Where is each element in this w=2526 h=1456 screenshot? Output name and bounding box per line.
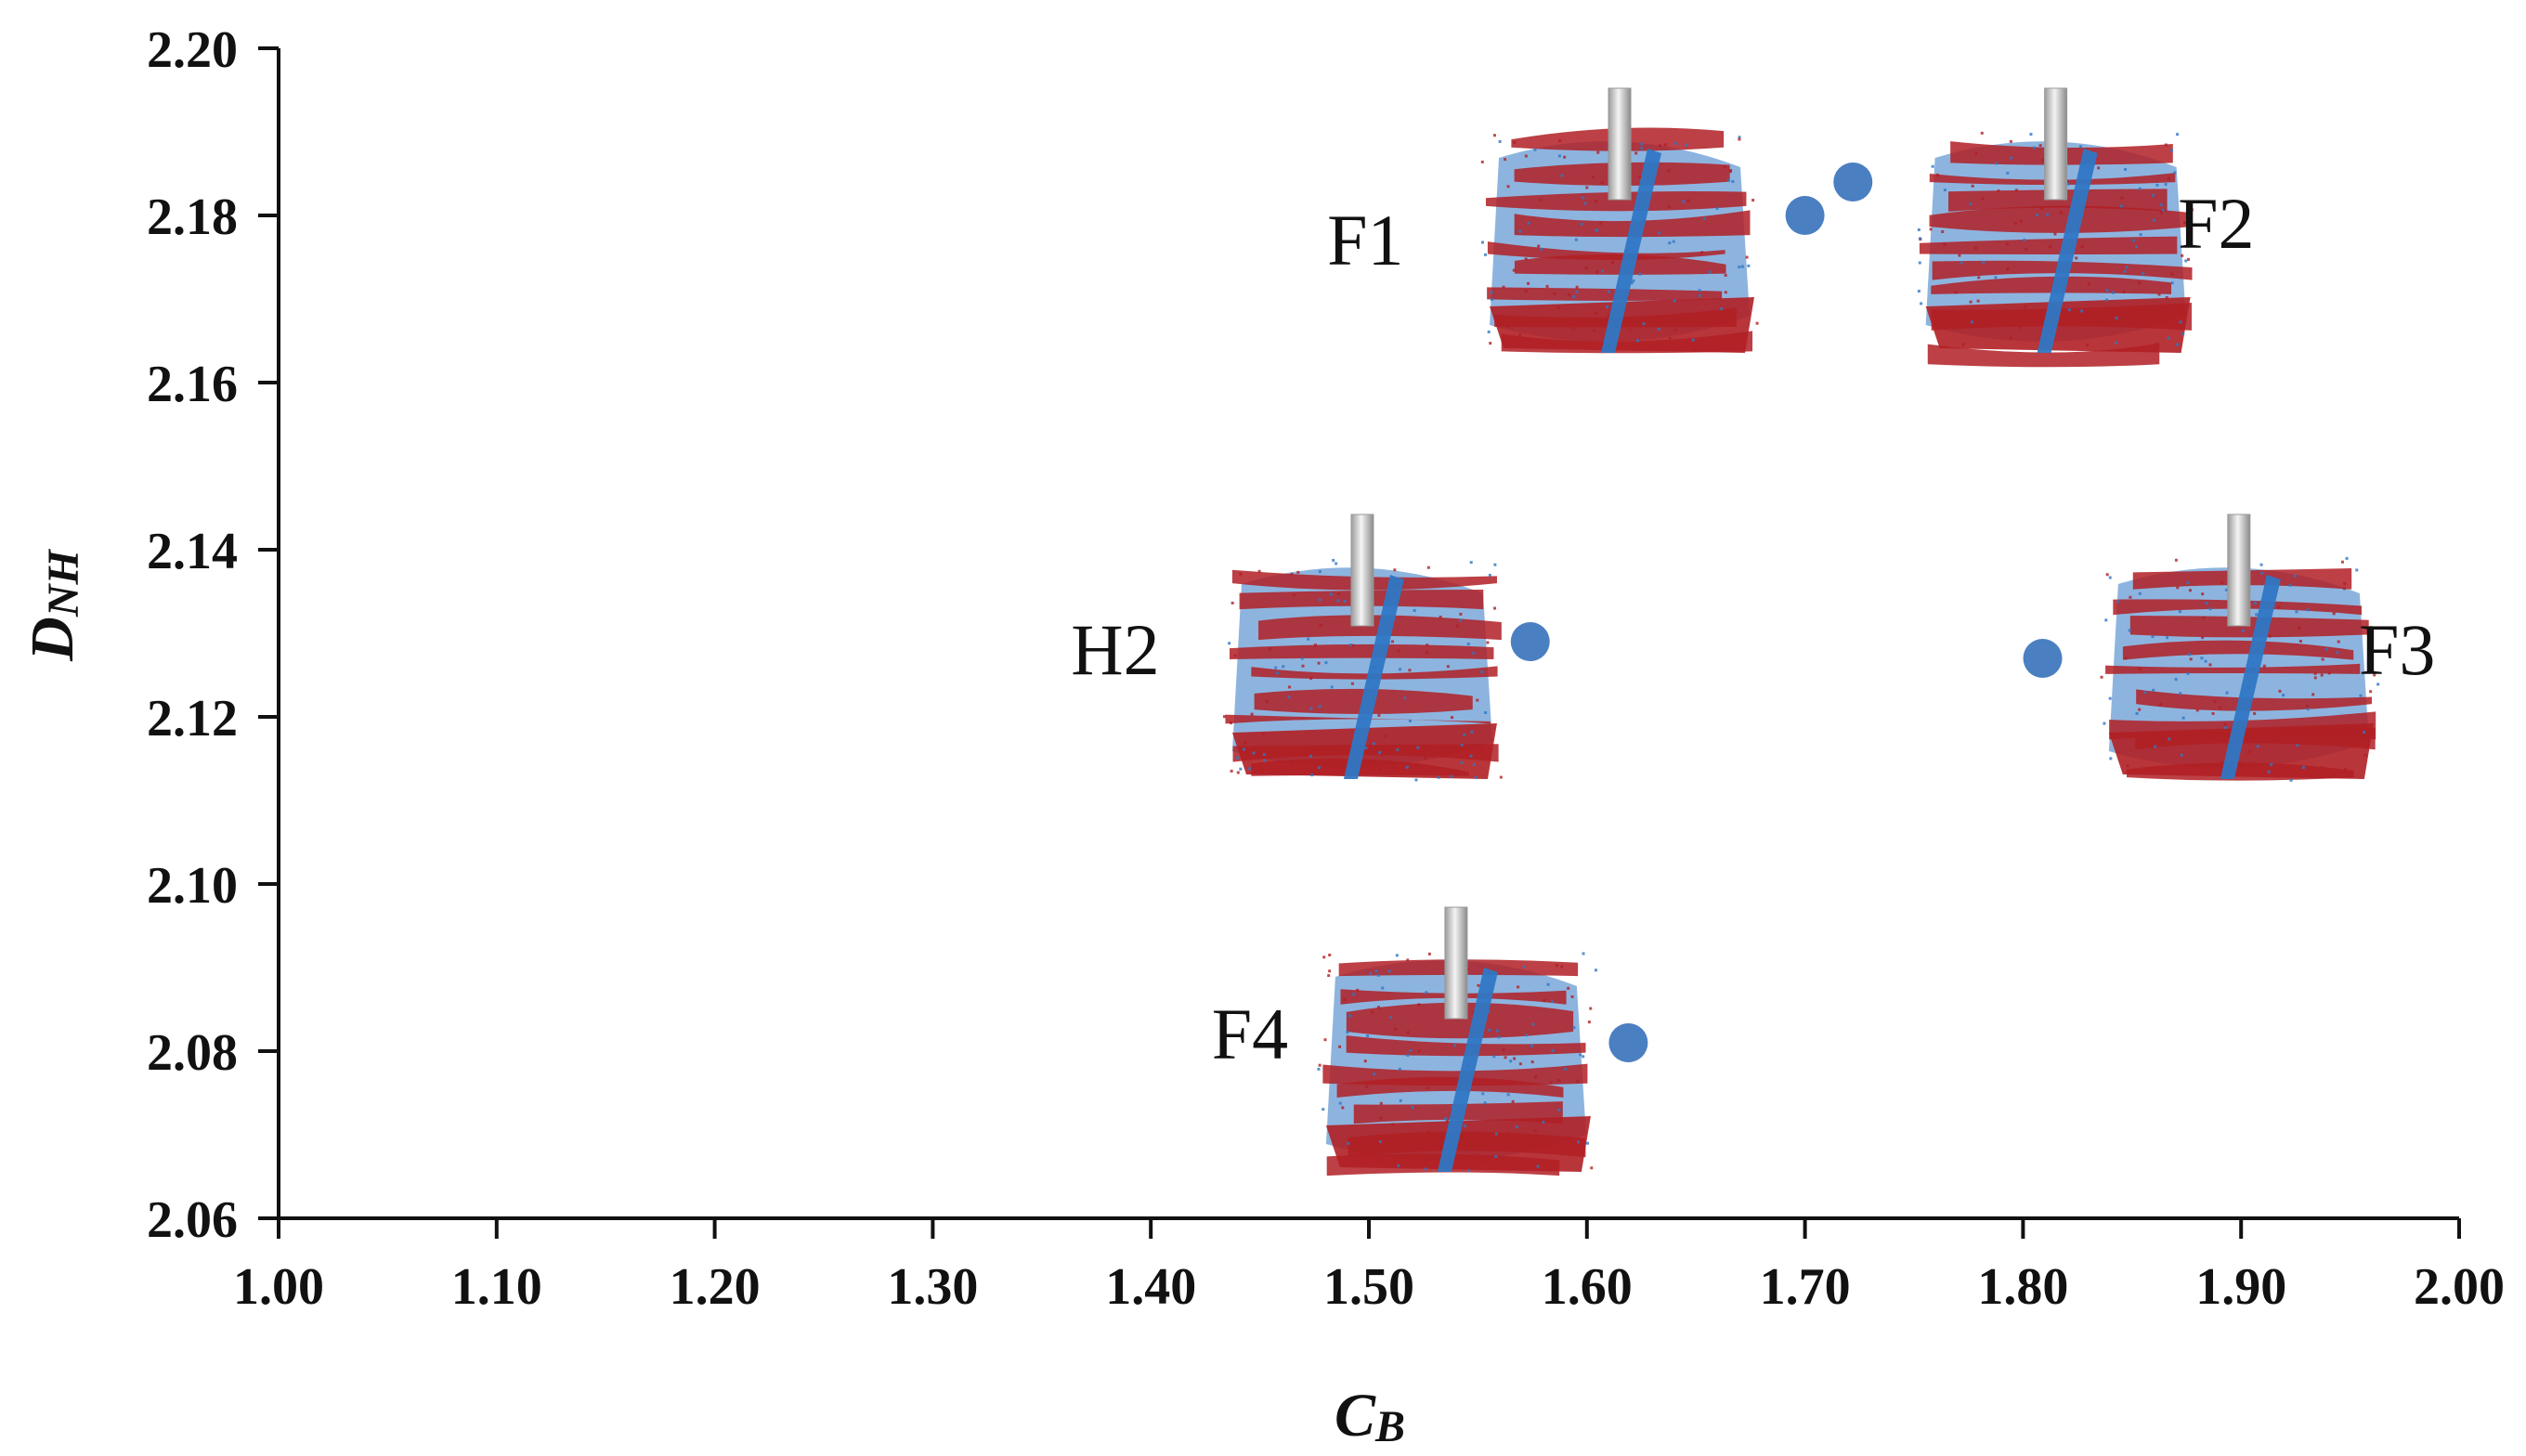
inset-label-f4: F4 (1212, 994, 1288, 1074)
inset-labels: F1 F2 H2 F3 F4 (1071, 183, 2435, 1074)
x-tick-label: 1.30 (887, 1258, 978, 1316)
inset-image-f2 (1917, 87, 2194, 368)
x-axis-title: CB (1335, 1382, 1405, 1451)
data-point (2023, 639, 2063, 678)
x-tick-label: 1.90 (2195, 1258, 2286, 1316)
data-point (1785, 196, 1825, 235)
y-tick-label: 2.10 (147, 857, 238, 915)
x-tick-label: 1.70 (1760, 1258, 1851, 1316)
data-point (1833, 162, 1873, 202)
inset-images (1222, 87, 2380, 1176)
x-tick-label: 1.60 (1542, 1258, 1633, 1316)
data-point (1510, 622, 1550, 661)
inset-image-h2 (1222, 514, 1503, 782)
x-tick-label: 1.50 (1323, 1258, 1414, 1316)
inset-image-f3 (2100, 514, 2380, 782)
y-tick-label: 2.14 (147, 523, 238, 580)
y-tick-label: 2.08 (147, 1024, 238, 1082)
inset-label-f2: F2 (2178, 183, 2254, 264)
x-axis-ticks: 1.00 1.10 1.20 1.30 1.40 1.50 1.60 1.70 1.80 1.90… (233, 1218, 2505, 1316)
inset-label-f1: F1 (1327, 200, 1403, 280)
inset-image-f1 (1480, 87, 1759, 354)
y-axis-title: DNH (19, 549, 88, 662)
y-tick-label: 2.18 (147, 188, 238, 246)
inset-label-h2: H2 (1071, 609, 1159, 690)
y-tick-label: 2.20 (147, 21, 238, 79)
x-tick-label: 1.10 (451, 1258, 542, 1316)
x-tick-label: 1.00 (233, 1258, 324, 1316)
x-tick-label: 1.20 (670, 1258, 761, 1316)
y-axis-ticks: 2.06 2.08 2.10 2.12 2.14 2.16 2.18 2.20 (147, 21, 279, 1249)
data-point (1608, 1023, 1648, 1062)
inset-label-f3: F3 (2359, 609, 2435, 690)
y-tick-label: 2.16 (147, 356, 238, 413)
y-tick-label: 2.06 (147, 1191, 238, 1249)
x-tick-label: 1.80 (1977, 1258, 2068, 1316)
inset-image-f4 (1317, 906, 1597, 1176)
y-tick-label: 2.12 (147, 690, 238, 748)
x-tick-label: 1.40 (1105, 1258, 1196, 1316)
x-tick-label: 2.00 (2414, 1258, 2505, 1316)
data-points (1510, 162, 2063, 1062)
